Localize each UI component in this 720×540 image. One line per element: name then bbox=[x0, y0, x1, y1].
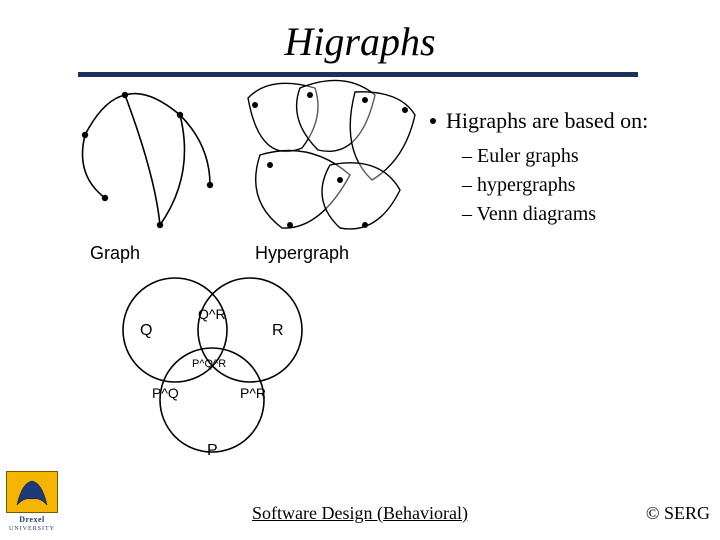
venn-region-label: R bbox=[272, 322, 284, 340]
logo-sub: UNIVERSITY bbox=[6, 526, 58, 532]
university-logo: Drexel UNIVERSITY bbox=[6, 471, 58, 532]
footer-copyright: © SERG bbox=[646, 503, 710, 524]
venn-region-label: P bbox=[207, 442, 218, 460]
footer-center: Software Design (Behavioral) bbox=[0, 503, 720, 524]
venn-diagram bbox=[0, 0, 720, 540]
venn-region-label: P^Q^R bbox=[192, 358, 226, 370]
logo-name: Drexel bbox=[6, 515, 58, 524]
logo-badge-icon bbox=[6, 471, 58, 513]
venn-region-label: P^Q bbox=[152, 385, 179, 401]
venn-region-label: Q^R bbox=[198, 306, 226, 322]
venn-region-label: P^R bbox=[240, 385, 266, 401]
venn-region-label: Q bbox=[140, 322, 152, 340]
